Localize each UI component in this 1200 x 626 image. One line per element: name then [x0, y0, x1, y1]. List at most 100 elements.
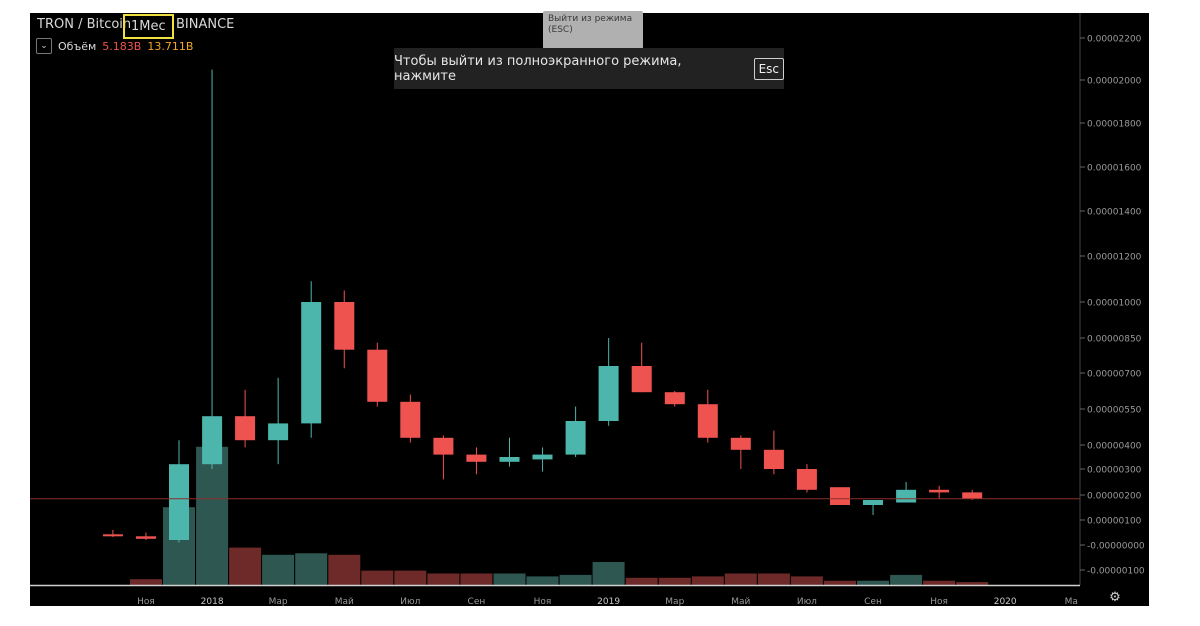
volume-bar: [262, 554, 295, 585]
volume-bar: [295, 553, 328, 585]
candle-body: [664, 392, 685, 405]
x-tick-label: Мар: [269, 597, 288, 606]
volume-value: 5.183B: [102, 39, 142, 53]
symbol-title[interactable]: TRON / Bitcoin: [37, 17, 132, 32]
esc-key-hint: Esc: [753, 57, 784, 80]
volume-bar: [890, 574, 923, 585]
fullscreen-notice: Чтобы выйти из полноэкранного режима, на…: [394, 48, 784, 89]
candle-body: [367, 349, 388, 402]
volume-bar: [427, 573, 460, 585]
x-tick-label: Сен: [468, 597, 486, 606]
volume-ma-value: 13.711B: [147, 39, 194, 53]
volume-bar: [724, 573, 757, 585]
candle-body: [268, 423, 289, 441]
volume-label: Объём: [58, 39, 97, 53]
x-axis[interactable]: Ноя 2018 Мар Май Июл Сен Ноя 2019 Мар Май Июл Сен Но…: [137, 597, 1078, 606]
candle-body: [896, 489, 917, 503]
candle-body: [202, 416, 223, 465]
candle-body: [962, 492, 983, 499]
candle-body: [598, 366, 619, 421]
volume-bar: [691, 576, 724, 585]
candle-body: [631, 366, 652, 393]
volume-bar: [526, 576, 559, 585]
x-tick-label: Мар: [665, 597, 684, 606]
y-tick-label: 0.00000300: [1087, 466, 1142, 476]
volume-bar: [394, 570, 427, 585]
exchange-label: BINANCE: [176, 17, 235, 32]
candles: [102, 69, 983, 543]
x-tick-label: Май: [335, 597, 354, 606]
candle-body: [565, 421, 586, 455]
candle-body: [466, 454, 487, 462]
volume-bar: [493, 573, 526, 585]
volume-bar: [923, 580, 956, 585]
volume-bars: [130, 446, 989, 585]
candle-body: [929, 489, 950, 493]
x-tick-label: 2019: [597, 597, 620, 606]
chevron-down-icon[interactable]: ⌄: [36, 38, 52, 54]
volume-bar: [592, 562, 625, 585]
candle-body: [863, 500, 883, 505]
y-tick-label: 0.00000700: [1087, 370, 1142, 380]
candle-body: [499, 457, 520, 462]
candle-body: [136, 536, 156, 539]
candle-body: [730, 437, 751, 450]
volume-bar: [757, 573, 790, 585]
candle-body: [796, 469, 817, 490]
candle-body: [102, 534, 123, 537]
gear-icon[interactable]: ⚙: [1109, 590, 1121, 605]
volume-bar: [625, 577, 658, 585]
y-tick-label: 0.00001800: [1087, 120, 1142, 130]
candle-body: [697, 404, 718, 438]
y-tick-label: 0.00000100: [1087, 517, 1142, 527]
y-tick-label: 0.00000200: [1087, 492, 1142, 502]
volume-bar: [229, 547, 262, 585]
x-tick-label: Май: [731, 597, 750, 606]
x-tick-label: 2020: [994, 597, 1017, 606]
volume-legend: ⌄ Объём 5.183B 13.711B: [36, 38, 193, 54]
fullscreen-notice-text: Чтобы выйти из полноэкранного режима, на…: [394, 53, 682, 84]
candle-body: [400, 401, 421, 438]
volume-bar: [196, 446, 229, 585]
volume-bar: [658, 577, 691, 585]
y-tick-label: 0.00000400: [1087, 442, 1142, 452]
y-tick-label: 0.00002000: [1087, 77, 1142, 87]
x-tick-label: Июл: [400, 597, 420, 606]
price-chart[interactable]: 0.00002200 0.00002000 0.00001800 0.00001600…: [30, 13, 1149, 606]
candle-body: [235, 416, 256, 441]
interval-selector[interactable]: 1Мес: [123, 14, 174, 39]
y-axis[interactable]: 0.00002200 0.00002000 0.00001800 0.00001600…: [1080, 35, 1145, 577]
volume-bar: [328, 554, 361, 585]
chart-frame[interactable]: 0.00002200 0.00002000 0.00001800 0.00001600…: [30, 11, 1149, 606]
candle-body: [169, 464, 189, 540]
x-tick-label: Сен: [864, 597, 882, 606]
y-tick-label: 0.00001600: [1087, 164, 1142, 174]
x-tick-label: Июл: [797, 597, 817, 606]
volume-bar: [361, 570, 394, 585]
exit-fullscreen-tooltip: Выйти из режима (ESC): [543, 11, 643, 49]
candle-body: [763, 449, 784, 469]
y-tick-label: 0.00001000: [1087, 299, 1142, 309]
volume-bar: [824, 580, 856, 585]
y-tick-label: 0.00000850: [1087, 335, 1142, 345]
y-tick-label: 0.00001200: [1087, 253, 1142, 263]
y-tick-label: -0.00000000: [1087, 542, 1145, 552]
x-tick-label: Ма: [1065, 597, 1078, 606]
x-tick-label: Ноя: [137, 597, 155, 606]
y-tick-label: 0.00001400: [1087, 208, 1142, 218]
x-tick-label: Ноя: [930, 597, 948, 606]
y-tick-label: -0.00000100: [1087, 567, 1145, 577]
volume-bar: [559, 574, 592, 585]
volume-bar: [130, 579, 162, 585]
volume-bar: [857, 580, 889, 585]
candle-body: [830, 487, 850, 505]
volume-bar: [956, 582, 989, 585]
y-tick-label: 0.00002200: [1087, 35, 1142, 45]
candle-body: [334, 302, 355, 350]
volume-bar: [460, 573, 493, 585]
y-tick-label: 0.00000550: [1087, 406, 1142, 416]
volume-bar: [790, 576, 823, 585]
candle-body: [301, 302, 322, 424]
x-tick-label: Ноя: [534, 597, 552, 606]
candle-body: [433, 437, 454, 455]
